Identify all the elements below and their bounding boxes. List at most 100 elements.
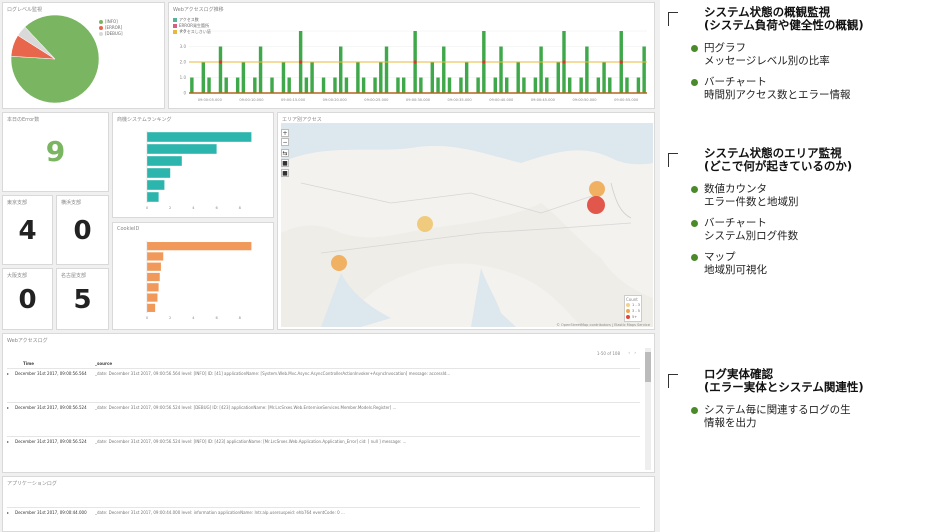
log-row[interactable]: ▸ December 31st 2017, 09:00:56.524 _date: … <box>7 402 640 436</box>
bar[interactable] <box>147 132 252 142</box>
access-bar[interactable] <box>356 62 360 93</box>
bar[interactable] <box>147 303 156 312</box>
access-bar[interactable] <box>201 62 206 93</box>
access-bar[interactable] <box>556 62 560 93</box>
access-bar[interactable] <box>625 77 629 94</box>
access-bar[interactable] <box>218 46 223 94</box>
error-marker[interactable] <box>413 60 417 64</box>
access-bar[interactable] <box>253 77 257 94</box>
bar[interactable] <box>147 168 171 178</box>
log-row[interactable]: ▸ December 31st 2017, 09:00:56.524 _date: … <box>7 436 640 470</box>
access-bar[interactable] <box>344 77 349 94</box>
log-row[interactable]: ▸ December 31st 2017, 09:00:44.000 _date: … <box>7 507 640 527</box>
access-bar[interactable] <box>224 77 228 94</box>
pie-slice[interactable] <box>17 26 56 60</box>
scrollbar[interactable] <box>645 348 651 470</box>
access-bar[interactable] <box>287 77 291 94</box>
prev-page-button[interactable]: ‹ <box>628 350 630 355</box>
access-bar[interactable] <box>419 77 423 94</box>
bar[interactable] <box>147 144 217 154</box>
access-bar[interactable] <box>338 46 343 94</box>
bar[interactable] <box>147 242 252 251</box>
access-bar[interactable] <box>579 77 583 94</box>
access-bar[interactable] <box>258 46 263 94</box>
access-bar[interactable] <box>636 77 641 94</box>
bar[interactable] <box>147 283 159 292</box>
access-bar[interactable] <box>384 46 389 94</box>
bar[interactable] <box>147 252 164 261</box>
pie-legend-item[interactable]: [INFO] <box>99 19 123 25</box>
draw-bounds-button[interactable]: ■ <box>281 169 289 177</box>
access-bar[interactable] <box>533 77 538 94</box>
access-bar[interactable] <box>608 77 612 94</box>
bar[interactable] <box>147 262 161 271</box>
access-bar[interactable] <box>493 77 498 94</box>
access-bar[interactable] <box>361 77 366 94</box>
access-bar[interactable] <box>505 77 509 94</box>
error-marker[interactable] <box>562 60 566 64</box>
pie-legend-item[interactable]: [ERROR] <box>99 25 123 31</box>
error-marker[interactable] <box>482 60 486 64</box>
access-bar[interactable] <box>476 77 480 94</box>
access-bar[interactable] <box>241 62 246 93</box>
access-bar[interactable] <box>585 46 589 94</box>
expand-row-icon[interactable]: ▸ <box>7 371 10 376</box>
access-bar[interactable] <box>539 46 543 94</box>
expand-row-icon[interactable]: ▸ <box>7 439 10 444</box>
ranking-bar-chart[interactable]: 0 2 4 6 8 <box>113 121 274 218</box>
column-time[interactable]: Time <box>23 361 34 366</box>
access-bar[interactable] <box>442 46 446 94</box>
fit-bounds-button[interactable]: ⇆ <box>281 149 289 157</box>
access-bar-chart[interactable]: 0 1.0 2.0 3.0 4.0 09:00:05.000 09:00:10.000 09:… <box>169 13 655 108</box>
pie-legend-item[interactable]: [DEBUG] <box>99 31 123 37</box>
access-bar[interactable] <box>430 62 435 93</box>
access-bar[interactable] <box>207 77 211 94</box>
column-source[interactable]: _source <box>95 361 113 366</box>
bar[interactable] <box>147 272 160 282</box>
bar-legend-item[interactable]: アクセス数 <box>173 17 211 23</box>
error-marker[interactable] <box>218 60 223 64</box>
access-bar[interactable] <box>379 62 383 93</box>
access-bar[interactable] <box>499 46 503 94</box>
log-row[interactable]: ▸ December 31st 2017, 09:00:56.564 _date: … <box>7 368 640 402</box>
access-bar[interactable] <box>436 77 440 94</box>
access-bar[interactable] <box>464 62 469 93</box>
access-bar[interactable] <box>602 62 606 93</box>
access-bar[interactable] <box>235 77 240 94</box>
region-map[interactable] <box>281 123 653 327</box>
access-bar[interactable] <box>310 62 314 93</box>
access-bar[interactable] <box>567 77 572 94</box>
expand-row-icon[interactable]: ▸ <box>7 405 10 410</box>
access-bar[interactable] <box>459 77 463 94</box>
access-bar[interactable] <box>333 77 337 94</box>
error-marker[interactable] <box>299 60 303 64</box>
error-marker[interactable] <box>619 60 623 64</box>
map-point-tokyo[interactable] <box>587 196 605 214</box>
access-bar[interactable] <box>321 77 326 94</box>
map-point-nagoya[interactable] <box>417 216 433 232</box>
zoom-in-button[interactable]: + <box>281 129 289 137</box>
bar[interactable] <box>147 192 159 202</box>
expand-row-icon[interactable]: ▸ <box>7 510 10 515</box>
access-bar[interactable] <box>522 77 526 94</box>
access-bar[interactable] <box>516 62 520 93</box>
draw-shape-button[interactable]: ■ <box>281 159 289 167</box>
access-bar[interactable] <box>642 46 646 94</box>
access-bar[interactable] <box>396 77 400 94</box>
access-bar[interactable] <box>304 77 309 94</box>
map-point-osaka[interactable] <box>331 255 347 271</box>
access-bar[interactable] <box>270 77 274 94</box>
bar[interactable] <box>147 293 158 302</box>
zoom-out-button[interactable]: − <box>281 138 289 146</box>
next-page-button[interactable]: › <box>634 350 636 355</box>
access-bar[interactable] <box>401 77 406 94</box>
access-bar[interactable] <box>373 77 377 94</box>
access-bar[interactable] <box>281 62 286 93</box>
access-bar[interactable] <box>545 77 549 94</box>
access-bar[interactable] <box>447 77 452 94</box>
access-bar[interactable] <box>190 77 194 94</box>
access-bar[interactable] <box>596 77 601 94</box>
bar-legend-item[interactable]: ERROR発生箇所 <box>173 23 211 29</box>
bar[interactable] <box>147 180 165 190</box>
pie-chart[interactable] <box>5 9 105 109</box>
